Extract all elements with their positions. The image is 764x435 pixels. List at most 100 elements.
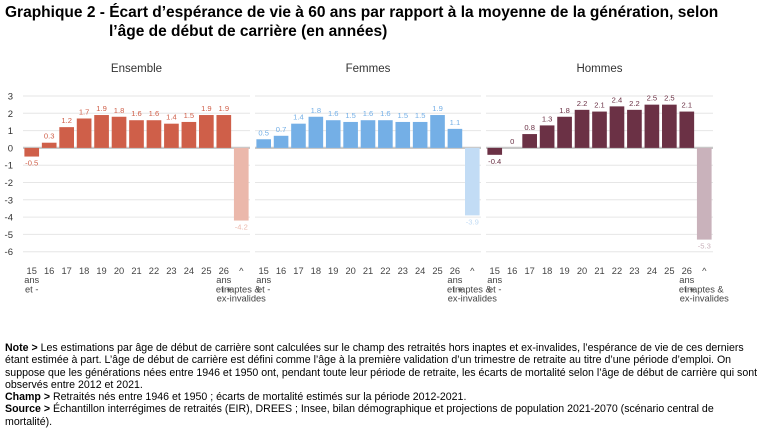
x-tick-label: ex-invalides xyxy=(680,294,729,304)
x-tick-label: 23 xyxy=(629,266,639,276)
y-tick-label: -5 xyxy=(5,230,13,241)
bar xyxy=(360,120,376,148)
x-tick-label: inaptes & xyxy=(222,284,262,294)
bar xyxy=(557,116,572,148)
data-label: -0.5 xyxy=(25,159,38,168)
data-label: 0.7 xyxy=(276,125,287,134)
footnotes: Note > Les estimations par âge de début … xyxy=(5,342,759,428)
x-tick-label: 25 xyxy=(664,266,674,276)
y-tick-label: 2 xyxy=(8,109,13,120)
x-tick-label: 18 xyxy=(79,266,89,276)
note-text: Les estimations par âge de début de carr… xyxy=(5,342,758,391)
x-tick-label: 22 xyxy=(149,266,159,276)
bar xyxy=(24,147,40,157)
bar xyxy=(487,147,503,155)
x-tick-label: 20 xyxy=(577,266,587,276)
bar xyxy=(609,106,625,148)
bar xyxy=(129,120,144,148)
bar xyxy=(465,147,480,216)
bar xyxy=(308,116,324,148)
x-tick-label: 25 xyxy=(432,266,442,276)
title-line-2: l’âge de début de carrière (en années) xyxy=(109,23,388,40)
x-tick-label: et - xyxy=(488,284,501,294)
data-label: 2.1 xyxy=(594,101,605,110)
bar xyxy=(164,123,179,148)
data-label: -4.2 xyxy=(235,223,248,232)
bar xyxy=(291,123,306,148)
x-tick-label: et - xyxy=(25,284,38,294)
x-tick-label: 25 xyxy=(201,266,211,276)
y-tick-label: -2 xyxy=(5,178,13,189)
bar xyxy=(378,120,393,148)
data-label: 1.9 xyxy=(96,104,107,113)
x-tick-label: 17 xyxy=(61,266,71,276)
data-label: 1.6 xyxy=(328,109,339,118)
x-tick-label: ans xyxy=(447,275,462,285)
x-tick-label: ^ xyxy=(239,266,244,276)
bar xyxy=(430,115,445,148)
x-tick-label: ans xyxy=(24,275,39,285)
panel-title: Hommes xyxy=(576,63,622,75)
x-tick-label: ^ xyxy=(470,266,475,276)
champ-text: Retraités nés entre 1946 et 1950 ; écart… xyxy=(50,391,467,404)
data-label: 0 xyxy=(510,137,514,146)
bar xyxy=(59,127,74,148)
champ-paragraph: Champ > Retraités nés entre 1946 et 1950… xyxy=(5,391,759,403)
x-tick-label: et + xyxy=(679,284,695,294)
data-label: 1.5 xyxy=(415,111,426,120)
note-paragraph: Note > Les estimations par âge de début … xyxy=(5,342,759,391)
data-label: 1.6 xyxy=(363,109,374,118)
source-text: Échantillon interrégimes de retraités (E… xyxy=(5,403,714,428)
bar xyxy=(662,104,677,148)
bar xyxy=(41,142,57,148)
title-line-1: Graphique 2 - Écart d’espérance de vie à… xyxy=(5,4,719,21)
data-label: 1.3 xyxy=(542,114,553,123)
bar xyxy=(644,104,660,148)
source-paragraph: Source > Échantillon interrégimes de ret… xyxy=(5,403,759,428)
data-label: 2.5 xyxy=(664,94,675,103)
x-tick-label: 21 xyxy=(594,266,604,276)
x-tick-label: 26 xyxy=(450,266,460,276)
bar xyxy=(679,111,695,148)
data-label: 1.5 xyxy=(184,111,195,120)
x-tick-label: ^ xyxy=(702,266,707,276)
panel-title: Femmes xyxy=(346,63,391,75)
y-tick-label: 1 xyxy=(8,126,13,137)
bar xyxy=(539,125,555,148)
bar xyxy=(233,147,249,221)
bar xyxy=(94,115,109,148)
x-tick-label: 15 xyxy=(490,266,500,276)
panel-title: Ensemble xyxy=(111,63,162,75)
bar xyxy=(447,128,463,148)
y-tick-label: -1 xyxy=(5,161,13,172)
data-label: 2.4 xyxy=(612,95,623,104)
x-tick-label: ans xyxy=(487,275,502,285)
data-label: 2.1 xyxy=(682,101,693,110)
data-label: 2.2 xyxy=(629,99,640,108)
data-label: 2.2 xyxy=(577,99,588,108)
x-tick-label: 26 xyxy=(219,266,229,276)
bar xyxy=(696,147,712,240)
bar xyxy=(343,121,358,148)
data-label: -5.3 xyxy=(698,242,711,251)
x-tick-label: 19 xyxy=(328,266,338,276)
x-tick-label: ans xyxy=(679,275,694,285)
x-tick-label: 22 xyxy=(380,266,390,276)
data-label: 1.9 xyxy=(201,104,212,113)
x-tick-label: inaptes & xyxy=(685,284,725,294)
x-tick-label: 16 xyxy=(276,266,286,276)
data-label: 1.8 xyxy=(311,106,322,115)
data-label: 1.5 xyxy=(345,111,356,120)
champ-label: Champ > xyxy=(5,391,51,404)
x-tick-label: 24 xyxy=(415,266,425,276)
x-tick-label: 18 xyxy=(542,266,552,276)
x-tick-label: ans xyxy=(256,275,271,285)
data-label: 1.7 xyxy=(79,107,90,116)
x-tick-label: 22 xyxy=(612,266,622,276)
x-tick-label: 26 xyxy=(682,266,692,276)
data-label: 0.8 xyxy=(524,123,535,132)
data-label: 1.6 xyxy=(131,109,142,118)
bar xyxy=(181,121,197,148)
bar xyxy=(592,111,607,148)
bar xyxy=(627,109,642,148)
